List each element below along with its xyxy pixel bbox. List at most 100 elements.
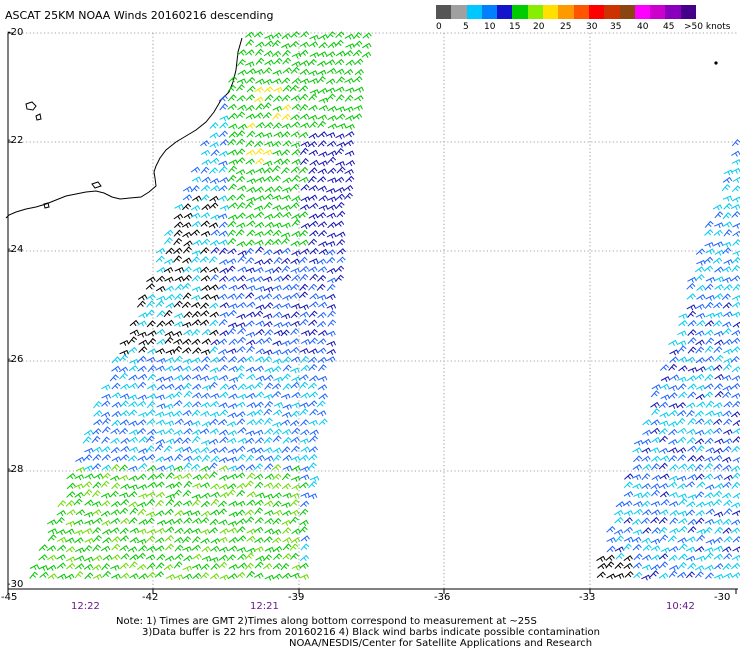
wind-barb: [281, 113, 291, 121]
wind-barb: [137, 508, 147, 516]
wind-barb: [245, 292, 255, 299]
wind-barb: [326, 188, 336, 194]
swath-time-2: 12:21: [250, 601, 279, 612]
wind-barb: [183, 462, 193, 470]
wind-barb: [156, 338, 166, 345]
wind-barb: [246, 178, 256, 185]
wind-barb: [227, 348, 237, 355]
wind-barb: [129, 553, 139, 561]
wind-barb: [190, 229, 200, 236]
wind-barb: [731, 481, 740, 490]
wind-barb: [687, 346, 697, 354]
wind-barb: [147, 373, 157, 381]
wind-barb: [299, 103, 309, 112]
wind-barb: [307, 114, 318, 121]
wind-barb: [695, 357, 706, 364]
scale-tick-label: 0: [436, 22, 442, 32]
wind-barb: [714, 373, 724, 381]
wind-barb: [318, 418, 328, 426]
wind-barb: [146, 465, 157, 472]
wind-barb: [651, 408, 661, 416]
wind-barb: [731, 572, 740, 579]
wind-barb: [281, 510, 292, 517]
scale-swatch: [558, 5, 575, 19]
wind-barb: [335, 86, 345, 93]
wind-barb: [191, 274, 201, 282]
wind-barb: [703, 256, 714, 264]
wind-barb: [163, 267, 174, 274]
wind-barb: [127, 394, 138, 401]
wind-barb: [713, 553, 724, 560]
wind-barb: [245, 516, 255, 524]
wind-barb: [361, 51, 372, 58]
wind-barb: [308, 453, 318, 461]
wind-barb: [713, 498, 723, 506]
wind-barb: [631, 536, 642, 543]
wind-barb: [262, 102, 272, 110]
wind-barb: [92, 453, 102, 461]
wind-barb: [327, 204, 337, 211]
wind-barb: [281, 123, 292, 130]
wind-barb: [694, 429, 705, 436]
wind-barb: [273, 95, 283, 102]
wind-barb: [299, 374, 309, 381]
wind-barb: [208, 167, 219, 175]
wind-barb: [245, 430, 255, 437]
wind-barb: [273, 249, 283, 256]
wind-barb: [309, 159, 319, 166]
wind-barb: [218, 150, 229, 157]
wind-barb: [642, 419, 652, 426]
wind-barb: [687, 445, 697, 452]
wind-barb: [309, 34, 319, 41]
wind-barb: [713, 454, 723, 461]
wind-barb: [667, 481, 678, 488]
wind-barb: [300, 535, 310, 542]
wind-barb: [245, 437, 255, 444]
wind-barb: [317, 356, 327, 364]
wind-barb: [343, 106, 354, 113]
wind-barb: [695, 303, 705, 310]
wind-barb: [146, 562, 156, 570]
wind-barb: [209, 302, 219, 309]
wind-barb: [118, 427, 129, 435]
wind-barb: [147, 481, 157, 488]
wind-barb: [732, 321, 740, 328]
wind-barb: [264, 34, 274, 41]
wind-barb: [29, 571, 39, 579]
wind-barb: [191, 328, 201, 337]
wind-barb: [255, 48, 264, 56]
wind-barb: [732, 419, 740, 427]
wind-barb: [309, 230, 319, 237]
wind-barb: [173, 374, 184, 381]
scale-swatch: [680, 5, 697, 19]
wind-barb: [336, 238, 346, 246]
wind-barb: [218, 130, 228, 138]
wind-barb: [316, 410, 327, 417]
wind-barb: [192, 455, 202, 462]
wind-barb: [199, 256, 209, 263]
wind-barb: [245, 339, 256, 346]
wind-barb: [119, 400, 129, 408]
wind-barb: [713, 411, 723, 418]
wind-barb: [290, 537, 301, 544]
wind-barb: [641, 574, 651, 581]
wind-barb: [219, 311, 229, 318]
wind-barb: [299, 122, 310, 129]
wind-barb: [246, 472, 256, 480]
wind-barb: [254, 499, 264, 506]
wind-barb: [201, 384, 212, 391]
wind-barb: [309, 273, 319, 281]
wind-barb: [119, 527, 129, 535]
wind-barb: [145, 511, 156, 518]
wind-barb: [156, 403, 166, 410]
wind-barb: [227, 138, 237, 146]
wind-barb: [253, 31, 264, 38]
wind-barb: [228, 393, 238, 400]
wind-barb: [263, 493, 274, 500]
wind-barb: [209, 573, 220, 580]
wind-barb: [343, 184, 354, 192]
wind-barb: [326, 232, 337, 239]
wind-barb: [156, 310, 166, 318]
wind-barb: [677, 510, 688, 517]
wind-barb: [650, 455, 661, 462]
